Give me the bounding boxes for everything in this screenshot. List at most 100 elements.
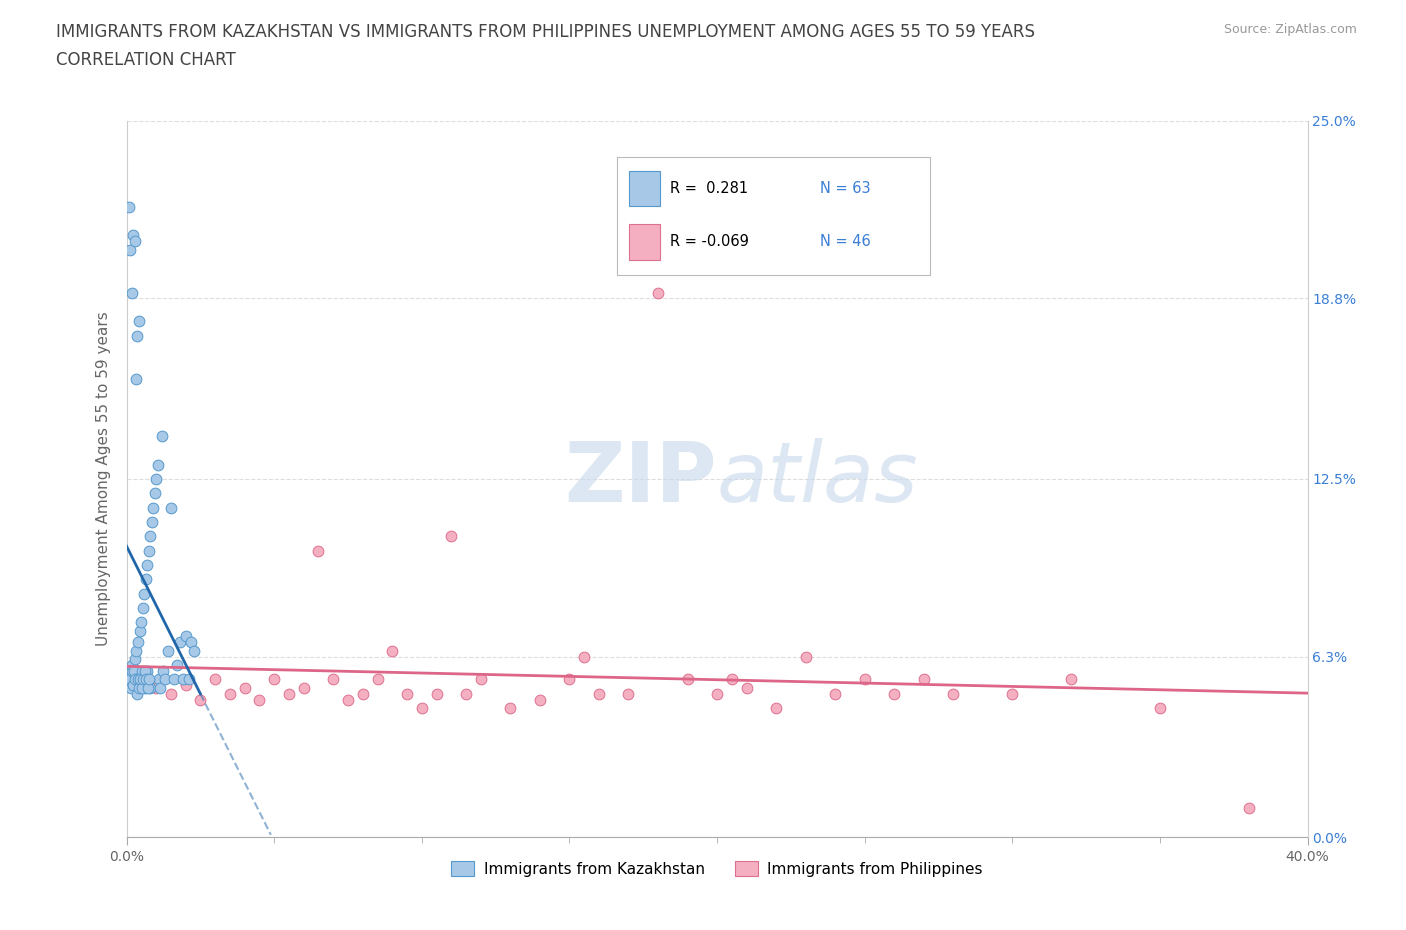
Point [529,692,551,707]
Point [120,672,142,687]
Point [134,663,156,678]
Point [138,543,160,558]
Point [146,458,169,472]
Point [125,371,148,386]
Point [647,286,669,300]
Point [1149,700,1171,715]
Point [132,672,155,687]
Point [499,700,522,715]
Point [853,672,876,687]
Point [278,686,301,701]
Text: atlas: atlas [717,438,918,520]
Point [308,543,330,558]
Point [470,672,492,687]
Point [456,686,478,701]
Point [166,658,188,672]
Point [912,672,935,687]
Point [765,700,787,715]
Point [132,672,155,687]
Point [180,635,202,650]
Point [148,672,170,687]
Point [134,586,156,601]
Point [122,228,145,243]
Point [128,681,150,696]
Point [136,681,159,696]
Point [411,700,433,715]
Point [292,681,315,696]
Point [617,686,640,701]
Point [249,692,271,707]
Point [131,681,153,696]
Point [125,644,148,658]
Point [794,649,817,664]
Point [367,672,389,687]
Point [129,672,152,687]
Point [337,692,360,707]
Point [219,686,242,701]
Point [131,663,153,678]
Point [141,514,163,529]
Point [153,672,176,687]
Legend: Immigrants from Kazakhstan, Immigrants from Philippines: Immigrants from Kazakhstan, Immigrants f… [446,856,988,884]
Point [163,672,186,687]
Point [183,644,205,658]
Text: ZIP: ZIP [565,438,717,520]
Point [396,686,419,701]
Point [174,678,197,693]
Text: CORRELATION CHART: CORRELATION CHART [56,51,236,69]
Point [135,572,157,587]
Point [160,500,183,515]
Point [129,672,153,687]
Point [149,681,172,696]
Point [120,243,142,258]
Point [233,681,256,696]
Point [129,672,152,687]
Point [121,663,143,678]
Point [174,629,197,644]
Point [139,529,162,544]
Point [124,652,146,667]
Point [127,328,149,343]
Point [134,681,156,696]
Point [121,658,143,672]
Point [124,233,146,248]
Point [138,672,160,687]
Point [145,472,167,486]
Point [824,686,846,701]
Point [122,678,145,693]
Point [129,615,153,630]
Point [1001,686,1024,701]
Point [1060,672,1083,687]
Point [721,672,744,687]
Point [883,686,905,701]
Point [322,672,344,687]
Point [942,686,965,701]
Point [142,500,165,515]
Text: IMMIGRANTS FROM KAZAKHSTAN VS IMMIGRANTS FROM PHILIPPINES UNEMPLOYMENT AMONG AGE: IMMIGRANTS FROM KAZAKHSTAN VS IMMIGRANTS… [56,23,1035,41]
Point [574,649,596,664]
Point [135,672,157,687]
Point [122,663,145,678]
Point [120,681,142,696]
Point [160,686,183,701]
Point [152,663,174,678]
Point [128,623,150,638]
Point [127,635,149,650]
Point [138,681,160,696]
Point [136,557,159,572]
Point [706,686,728,701]
Point [127,672,149,687]
Point [124,672,146,687]
Point [125,686,148,701]
Point [558,672,581,687]
Point [132,601,155,616]
Point [426,686,449,701]
Point [1237,801,1260,816]
Text: Source: ZipAtlas.com: Source: ZipAtlas.com [1223,23,1357,36]
Point [156,644,179,658]
Point [735,681,758,696]
Point [136,672,159,687]
Point [177,672,200,687]
Point [263,672,285,687]
Point [135,663,157,678]
